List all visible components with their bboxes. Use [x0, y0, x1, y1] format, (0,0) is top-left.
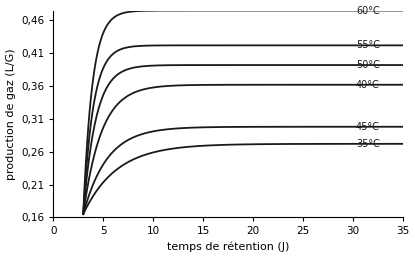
Y-axis label: production de gaz (L/G): production de gaz (L/G): [5, 48, 15, 180]
Text: 55°C: 55°C: [356, 40, 380, 50]
X-axis label: temps de rétention (J): temps de rétention (J): [167, 242, 289, 252]
Text: 35°C: 35°C: [356, 139, 380, 149]
Text: 45°C: 45°C: [356, 122, 380, 132]
Text: 40°C: 40°C: [356, 80, 380, 90]
Text: 50°C: 50°C: [356, 60, 380, 70]
Text: 60°C: 60°C: [356, 6, 380, 15]
